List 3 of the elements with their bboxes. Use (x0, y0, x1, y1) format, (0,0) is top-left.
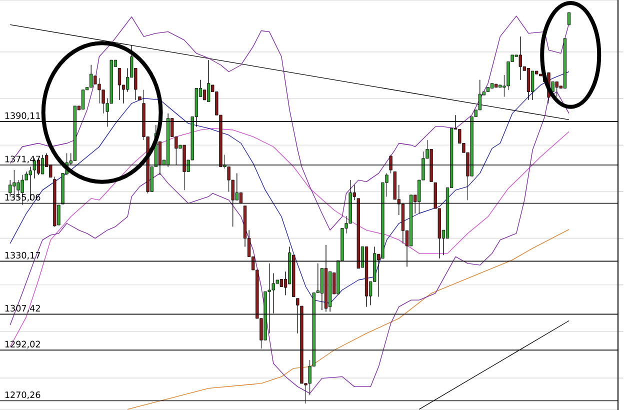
ref-line-label: 1292,02 (5, 340, 40, 348)
ref-line-label: 1390,11 (5, 112, 40, 120)
ref-line-label: 1270,26 (5, 391, 40, 400)
